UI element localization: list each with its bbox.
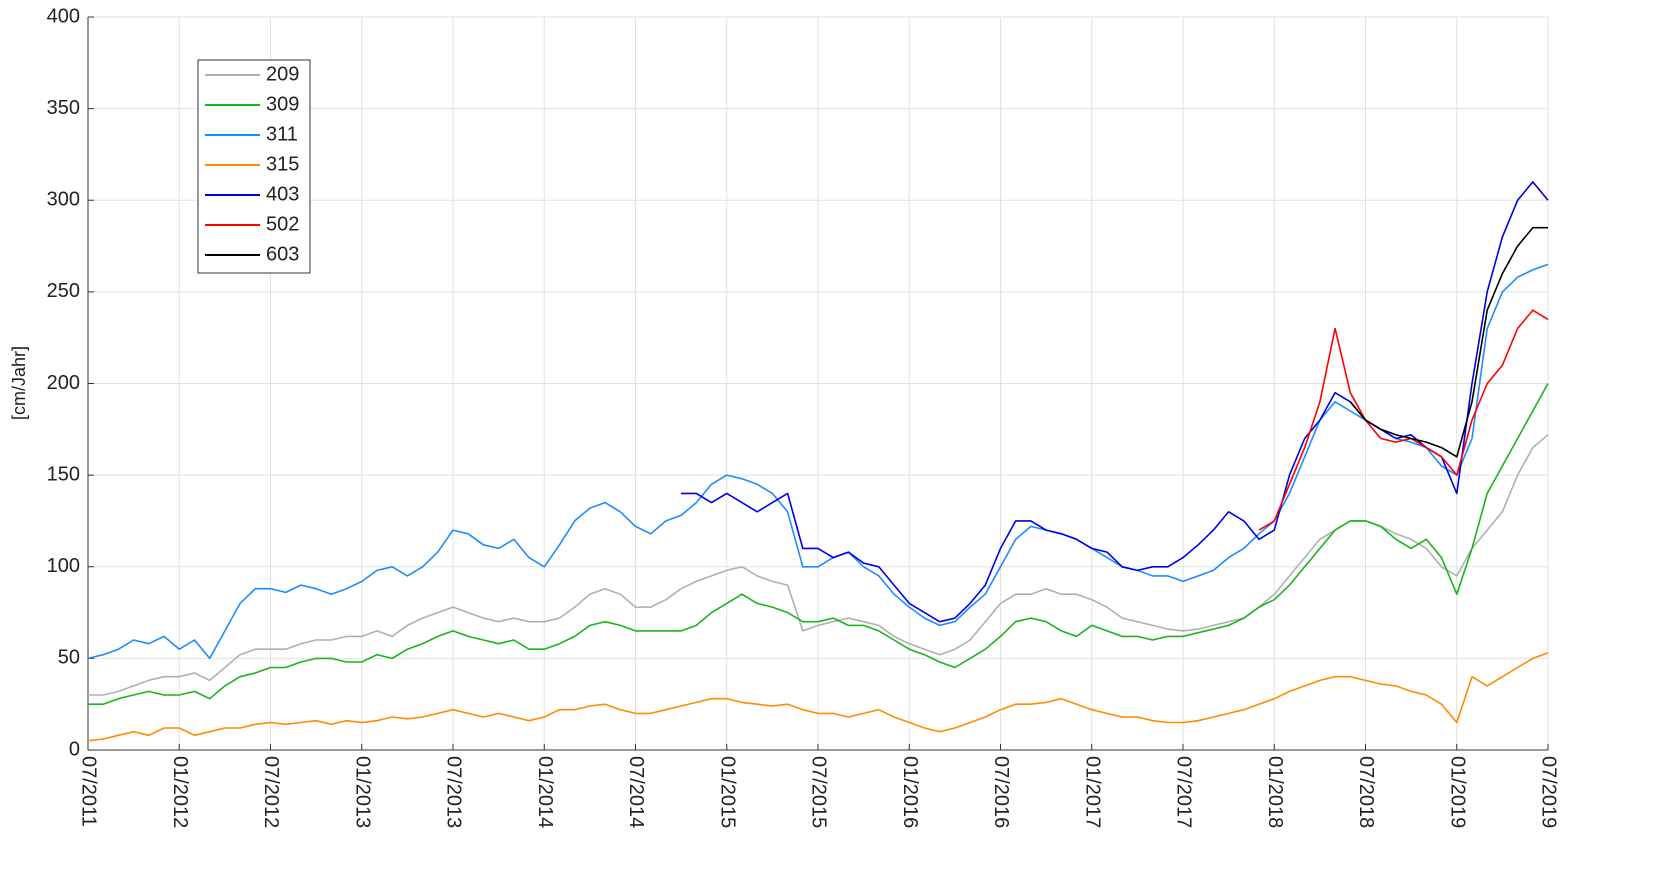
legend-label: 315 [266,153,299,175]
x-tick-label: 01/2016 [899,756,921,828]
series-line [87,652,1549,742]
x-tick-label: 07/2012 [260,756,282,828]
legend-label: 209 [266,63,299,85]
x-tick-label: 01/2015 [716,756,738,828]
x-tick-label: 01/2014 [534,756,556,828]
legend-label: 311 [266,123,298,145]
series-line [88,383,1549,705]
y-tick-label: 300 [47,189,80,211]
y-tick-label: 400 [47,5,80,27]
x-tick-label: 01/2019 [1446,756,1468,828]
x-tick-label: 07/2014 [625,756,647,828]
series-line [1349,226,1548,458]
x-tick-label: 01/2018 [1264,756,1286,828]
y-tick-label: 100 [47,555,80,577]
x-tick-label: 01/2013 [351,756,373,828]
series-line [87,263,1549,660]
y-tick-label: 200 [47,372,80,394]
x-tick-label: 07/2016 [990,756,1012,828]
legend-label: 502 [266,213,299,235]
y-tick-label: 350 [47,97,80,119]
series-line [88,434,1549,696]
legend-box [197,59,311,274]
x-tick-label: 07/2011 [78,756,100,827]
x-tick-label: 07/2018 [1355,756,1377,828]
x-tick-label: 07/2013 [443,756,465,828]
y-tick-label: 250 [47,280,80,302]
x-tick-label: 01/2017 [1081,756,1103,828]
legend-label: 309 [266,93,299,115]
legend-label: 603 [266,243,299,265]
y-tick-label: 150 [47,463,80,485]
y-axis-label: [cm/Jahr] [9,346,29,420]
y-tick-label: 50 [58,647,80,669]
x-tick-label: 07/2015 [808,756,830,828]
series-line [681,181,1549,623]
y-tick-label: 0 [69,738,80,760]
x-tick-label: 07/2019 [1538,756,1560,828]
legend-label: 403 [266,183,299,205]
series-line [1258,309,1549,531]
x-tick-label: 01/2012 [169,756,191,828]
x-tick-label: 07/2017 [1173,756,1195,828]
